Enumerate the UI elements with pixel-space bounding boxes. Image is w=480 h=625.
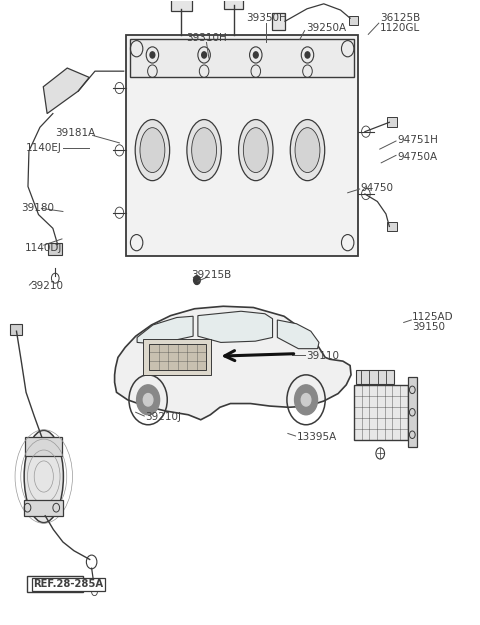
Text: 39110: 39110 [306, 351, 339, 361]
Ellipse shape [140, 127, 165, 172]
Circle shape [193, 276, 200, 284]
FancyBboxPatch shape [10, 324, 22, 335]
Text: 39210J: 39210J [145, 412, 181, 422]
FancyBboxPatch shape [144, 339, 211, 375]
Polygon shape [198, 311, 273, 342]
FancyBboxPatch shape [272, 12, 285, 30]
Text: 39350H: 39350H [246, 13, 287, 23]
Text: 1140DJ: 1140DJ [25, 242, 62, 252]
Circle shape [137, 385, 159, 415]
Ellipse shape [239, 119, 273, 181]
FancyBboxPatch shape [24, 438, 62, 456]
Text: 94751H: 94751H [397, 135, 438, 145]
Text: 39181A: 39181A [55, 128, 95, 138]
Text: 1120GL: 1120GL [380, 22, 420, 32]
Text: 39310H: 39310H [186, 33, 227, 43]
Ellipse shape [192, 127, 216, 172]
Circle shape [144, 394, 153, 406]
Ellipse shape [243, 127, 268, 172]
Ellipse shape [187, 119, 221, 181]
FancyBboxPatch shape [349, 16, 358, 25]
Text: 13395A: 13395A [297, 432, 337, 442]
Text: 39180: 39180 [21, 202, 54, 212]
Text: 39210: 39210 [30, 281, 63, 291]
Text: 1140EJ: 1140EJ [26, 143, 62, 153]
FancyBboxPatch shape [224, 0, 243, 9]
Circle shape [253, 52, 258, 58]
FancyBboxPatch shape [27, 576, 84, 592]
Ellipse shape [24, 431, 63, 522]
Polygon shape [115, 306, 351, 420]
Polygon shape [137, 316, 193, 344]
FancyBboxPatch shape [354, 385, 408, 440]
Text: 39215B: 39215B [191, 270, 231, 280]
Text: 36125B: 36125B [380, 13, 420, 23]
FancyBboxPatch shape [387, 222, 396, 231]
FancyBboxPatch shape [24, 500, 63, 516]
Polygon shape [43, 68, 89, 114]
Text: 1125AD: 1125AD [412, 312, 454, 322]
Circle shape [202, 52, 206, 58]
FancyBboxPatch shape [126, 35, 358, 256]
FancyBboxPatch shape [149, 344, 205, 370]
Circle shape [295, 385, 318, 415]
Text: 94750A: 94750A [397, 152, 437, 162]
FancyBboxPatch shape [387, 118, 396, 127]
Ellipse shape [295, 127, 320, 172]
Text: 94750: 94750 [360, 182, 394, 192]
Text: 39250A: 39250A [306, 23, 346, 33]
Circle shape [305, 52, 310, 58]
Circle shape [150, 52, 155, 58]
Text: REF.28-285A: REF.28-285A [33, 579, 103, 589]
Polygon shape [277, 320, 319, 349]
FancyBboxPatch shape [130, 39, 354, 78]
FancyBboxPatch shape [408, 378, 417, 448]
Circle shape [301, 394, 311, 406]
FancyBboxPatch shape [356, 370, 394, 384]
Ellipse shape [290, 119, 324, 181]
FancyBboxPatch shape [170, 0, 192, 11]
Text: 39150: 39150 [412, 322, 445, 332]
Ellipse shape [135, 119, 169, 181]
FancyBboxPatch shape [48, 242, 62, 255]
